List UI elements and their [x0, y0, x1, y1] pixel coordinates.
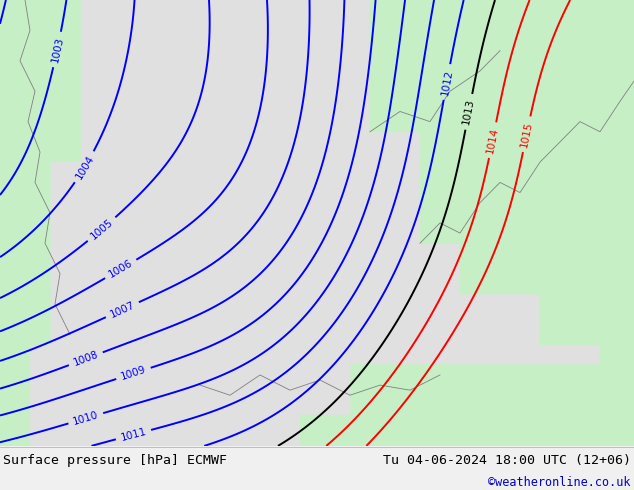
Text: 1004: 1004 [74, 153, 96, 181]
Text: 1013: 1013 [462, 98, 476, 126]
Text: 1012: 1012 [439, 68, 454, 96]
Text: 1003: 1003 [49, 36, 65, 63]
Text: 1010: 1010 [72, 410, 100, 427]
Text: 1005: 1005 [89, 217, 115, 242]
Text: 1011: 1011 [119, 426, 148, 443]
Text: 1014: 1014 [485, 126, 500, 154]
Text: Surface pressure [hPa] ECMWF: Surface pressure [hPa] ECMWF [3, 454, 227, 466]
Text: 1008: 1008 [72, 349, 100, 368]
Text: ©weatheronline.co.uk: ©weatheronline.co.uk [488, 476, 631, 489]
Text: 1009: 1009 [119, 365, 148, 382]
Text: 1007: 1007 [108, 300, 136, 319]
Text: 1015: 1015 [519, 120, 534, 148]
Text: 1006: 1006 [107, 258, 134, 280]
Text: Tu 04-06-2024 18:00 UTC (12+06): Tu 04-06-2024 18:00 UTC (12+06) [383, 454, 631, 466]
